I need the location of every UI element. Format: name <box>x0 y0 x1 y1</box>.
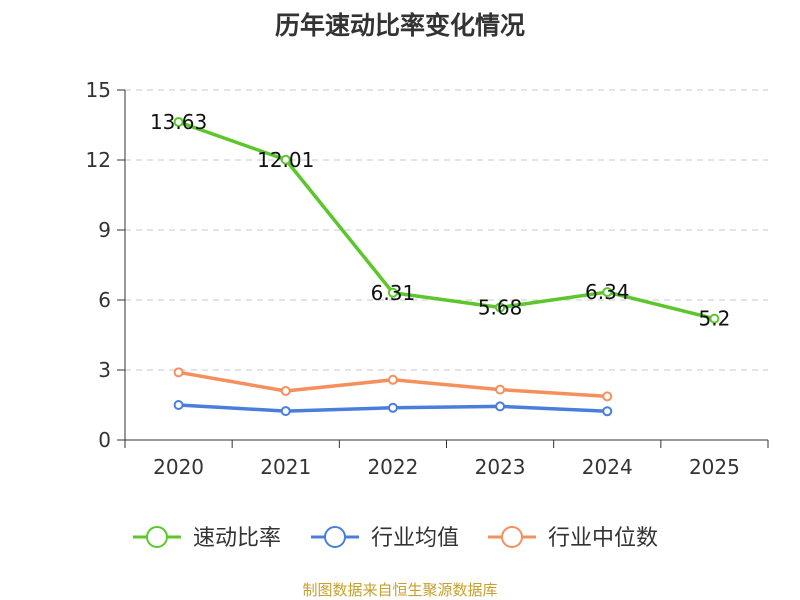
legend-marker <box>324 526 346 548</box>
series <box>173 116 720 417</box>
data-point-0 <box>602 287 613 298</box>
data-point-0 <box>280 154 291 165</box>
legend-item-0[interactable]: 速动比率 <box>133 526 281 551</box>
data-point-2 <box>387 374 398 385</box>
y-tick-label: 0 <box>98 428 111 452</box>
data-point-2 <box>173 367 184 378</box>
source-note: 制图数据来自恒生聚源数据库 <box>302 581 498 599</box>
legend-label: 速动比率 <box>193 526 281 551</box>
series-line-0 <box>178 120 715 321</box>
data-label: 6.31 <box>371 281 416 305</box>
data-point-0 <box>387 287 398 298</box>
data-label: 13.63 <box>150 110 207 134</box>
x-tick-label: 2023 <box>475 455 526 479</box>
data-point-0 <box>709 313 720 324</box>
x-tick-label: 2022 <box>367 455 418 479</box>
data-label: 6.34 <box>585 280 630 304</box>
y-tick-label: 6 <box>98 288 111 312</box>
y-tick-label: 15 <box>86 78 111 102</box>
data-label: 5.2 <box>699 307 731 331</box>
data-point-1 <box>602 406 613 417</box>
data-label: 5.68 <box>478 295 523 319</box>
data-label: 12.01 <box>257 148 314 172</box>
data-point-1 <box>387 402 398 413</box>
data-point-0 <box>173 116 184 127</box>
legend-item-1[interactable]: 行业均值 <box>311 526 459 551</box>
data-point-2 <box>495 384 506 395</box>
data-labels: 13.63 12.01 6.31 5.68 6.34 5.2 <box>150 110 730 331</box>
data-point-0 <box>495 302 506 313</box>
chart-title: 历年速动比率变化情况 <box>274 11 525 40</box>
x-tick-label: 2025 <box>689 455 740 479</box>
y-tick-label: 9 <box>98 218 111 242</box>
x-tick-label: 2020 <box>153 455 204 479</box>
legend-item-2[interactable]: 行业中位数 <box>488 526 658 551</box>
data-point-1 <box>495 401 506 412</box>
axes: 0 3 6 9 12 15 2020 2021 2022 2023 2024 2025 <box>86 78 769 479</box>
legend-label: 行业中位数 <box>548 526 658 551</box>
data-point-1 <box>173 400 184 410</box>
legend-marker <box>501 526 523 548</box>
data-point-2 <box>602 391 613 402</box>
gridlines <box>125 89 768 371</box>
legend-marker <box>146 526 168 548</box>
data-point-2 <box>280 386 291 396</box>
legend-label: 行业均值 <box>371 526 459 551</box>
x-tick-label: 2021 <box>260 455 311 479</box>
y-tick-label: 12 <box>86 148 111 172</box>
y-tick-label: 3 <box>98 358 111 382</box>
data-point-1 <box>280 406 291 417</box>
x-tick-label: 2024 <box>582 455 633 479</box>
legend[interactable]: 速动比率 行业均值 行业中位数 <box>133 526 658 551</box>
